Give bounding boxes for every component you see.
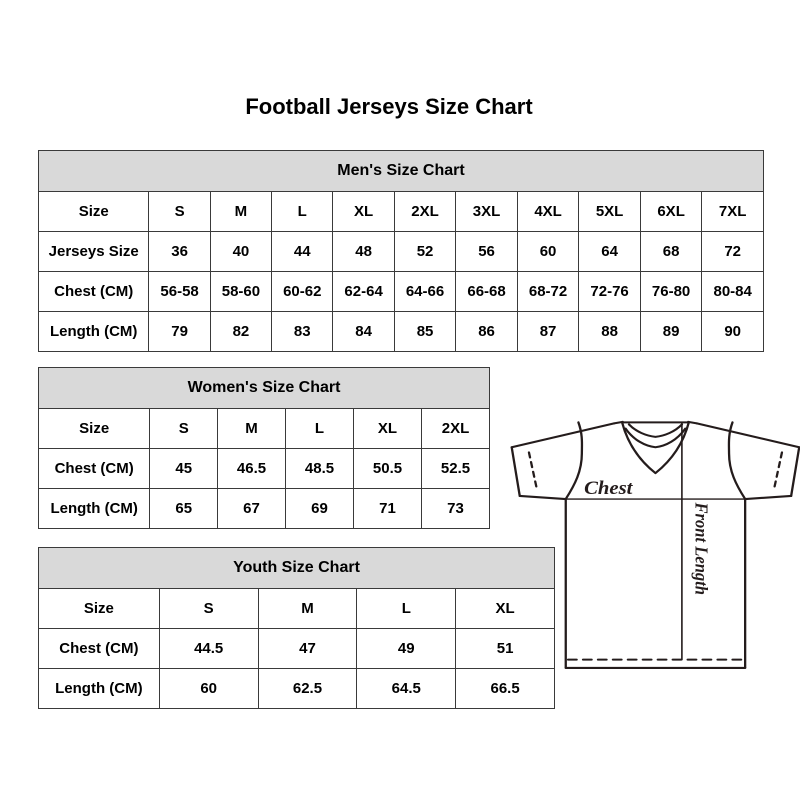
svg-text:Chest: Chest [584, 478, 633, 499]
svg-text:Front Length: Front Length [691, 502, 712, 595]
